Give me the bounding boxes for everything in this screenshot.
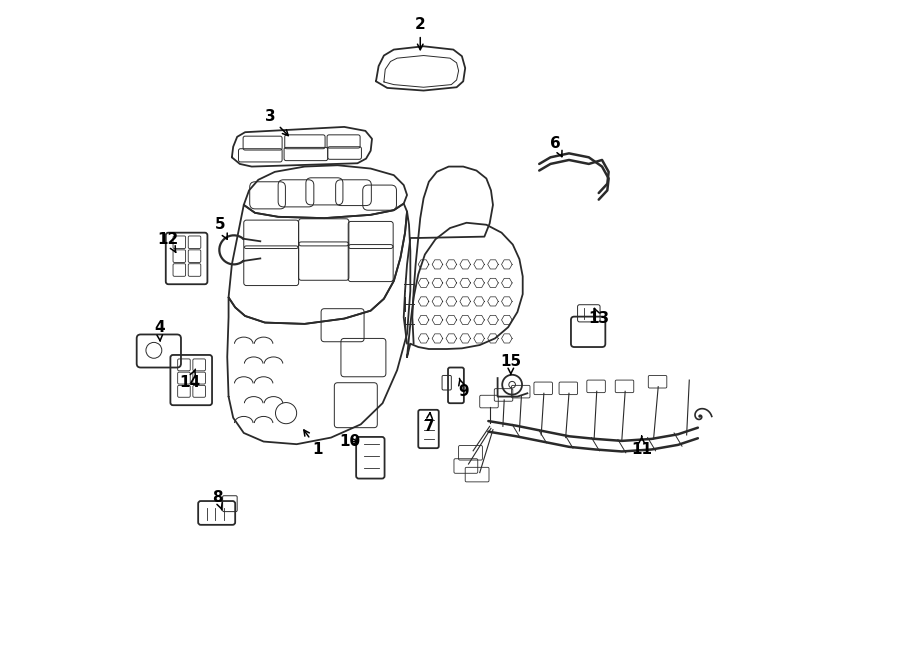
Text: 5: 5 (215, 217, 227, 239)
Text: 10: 10 (339, 434, 360, 449)
Text: 13: 13 (589, 308, 609, 326)
Text: 15: 15 (500, 354, 521, 375)
Text: 3: 3 (265, 110, 288, 136)
Text: 7: 7 (424, 412, 434, 434)
Text: 6: 6 (551, 136, 562, 157)
Text: 11: 11 (631, 436, 652, 457)
Text: 14: 14 (180, 369, 201, 389)
Text: 2: 2 (415, 17, 426, 50)
Text: 8: 8 (212, 490, 222, 510)
Text: 9: 9 (458, 378, 469, 399)
Text: 12: 12 (158, 232, 179, 253)
Text: 4: 4 (154, 320, 165, 341)
Text: 1: 1 (304, 430, 323, 457)
